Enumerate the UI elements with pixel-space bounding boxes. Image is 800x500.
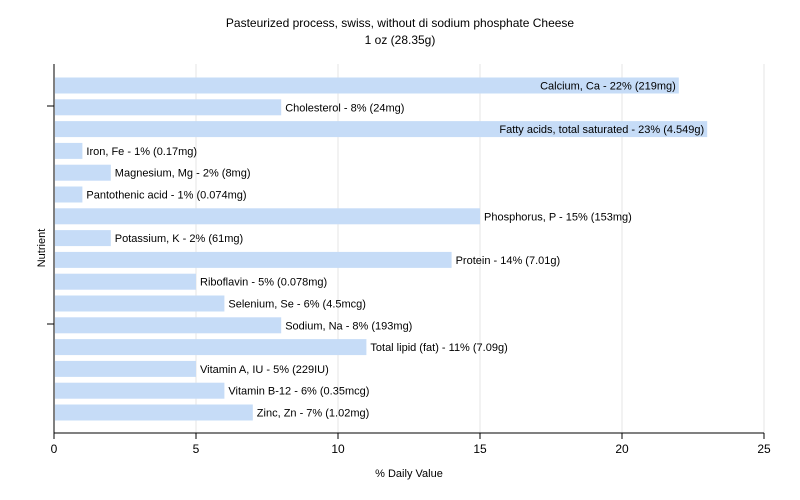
bar-data-label: Zinc, Zn - 7% (1.02mg) xyxy=(257,408,369,420)
bar-data-label: Calcium, Ca - 22% (219mg) xyxy=(540,81,676,93)
bar-data-label: Protein - 14% (7.01g) xyxy=(456,255,561,267)
bar xyxy=(55,382,225,399)
bar xyxy=(55,208,480,225)
bar xyxy=(55,164,111,181)
bar-data-label: Sodium, Na - 8% (193mg) xyxy=(285,320,412,332)
bar-data-label: Fatty acids, total saturated - 23% (4.54… xyxy=(499,124,704,136)
x-tick-label: 20 xyxy=(615,442,629,456)
bar-data-label: Cholesterol - 8% (24mg) xyxy=(285,102,404,114)
y-axis-label: Nutrient xyxy=(36,229,48,268)
bar-data-label: Phosphorus, P - 15% (153mg) xyxy=(484,211,632,223)
bar xyxy=(55,317,282,334)
chart-subtitle: 1 oz (28.35g) xyxy=(365,33,436,47)
bar xyxy=(55,99,282,116)
bar xyxy=(55,273,196,290)
bar-data-label: Potassium, K - 2% (61mg) xyxy=(115,233,243,245)
bar xyxy=(55,339,367,356)
bar xyxy=(55,142,83,159)
x-tick-label: 5 xyxy=(193,442,200,456)
bars: Calcium, Ca - 22% (219mg) Cholesterol - 8… xyxy=(55,77,708,421)
bar xyxy=(55,77,679,94)
bar-data-label: Magnesium, Mg - 2% (8mg) xyxy=(115,168,251,180)
bar xyxy=(55,360,196,377)
bar-data-label: Total lipid (fat) - 11% (7.09g) xyxy=(370,342,507,354)
bar-data-label: Pantothenic acid - 1% (0.074mg) xyxy=(86,190,246,202)
bar xyxy=(55,295,225,312)
x-tick-label: 15 xyxy=(473,442,487,456)
bar-data-label: Iron, Fe - 1% (0.17mg) xyxy=(86,146,197,158)
bar xyxy=(55,121,708,138)
bar-data-label: Selenium, Se - 6% (4.5mcg) xyxy=(228,299,366,311)
bar xyxy=(55,251,452,268)
bar xyxy=(55,230,111,247)
x-tick-label: 10 xyxy=(331,442,345,456)
chart-title: Pasteurized process, swiss, without di s… xyxy=(226,16,575,30)
x-axis-label: % Daily Value xyxy=(375,468,443,480)
bar-data-label: Vitamin A, IU - 5% (229IU) xyxy=(200,364,329,376)
bar-data-label: Vitamin B-12 - 6% (0.35mcg) xyxy=(228,386,369,398)
bar-data-label: Riboflavin - 5% (0.078mg) xyxy=(200,277,327,289)
bar xyxy=(55,404,253,421)
bar xyxy=(55,186,83,203)
x-tick-label: 25 xyxy=(757,442,771,456)
x-tick-label: 0 xyxy=(51,442,58,456)
x-axis-ticks: 0 5 10 15 20 25 xyxy=(51,433,771,456)
grid-lines xyxy=(195,64,765,433)
